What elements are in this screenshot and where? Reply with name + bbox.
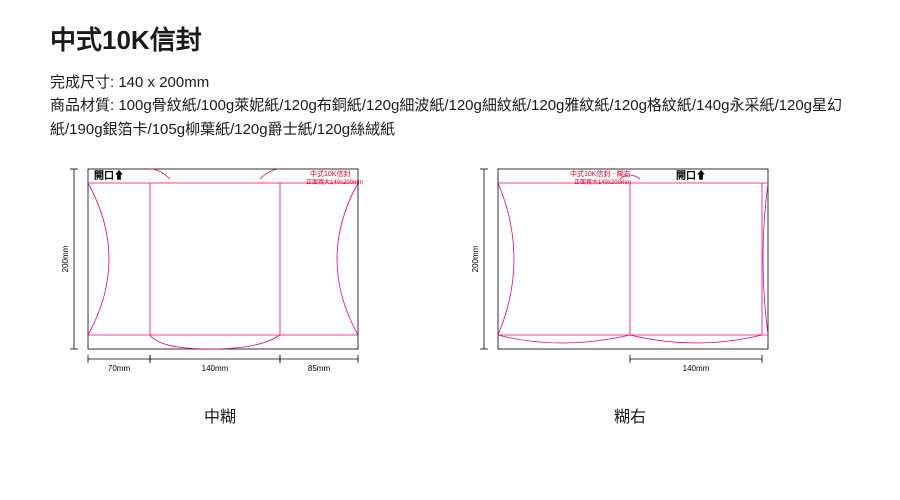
dim-v [480,169,488,349]
open-label: 開口⬆ [94,169,124,182]
dim-label: 200mm [471,245,480,272]
dim-h [150,355,280,363]
diagram-caption: 中糊 [204,403,236,427]
diagram-caption: 糊右 [614,403,646,427]
dim-label: 85mm [308,364,331,373]
dieline-center-glue: 200mm 70mm 140mm 85mm 開口⬆ 中式10K信封正面寬大140x2… [60,159,380,389]
dieline-right-glue: 200mm 140mm 中式10K信封 - 糊右正面寬大140x200mm 開口⬆ [470,159,790,389]
page-title: 中式10K信封 [50,20,850,57]
spec-size: 完成尺寸: 140 x 200mm [50,71,850,94]
dim-h [88,355,150,363]
header-text: 正面寬大140x200mm [306,178,363,186]
dim-h [630,355,762,363]
header-text: 中式10K信封 [310,169,350,178]
spec-material-label: 商品材質: [50,97,118,114]
header-text: 中式10K信封 - 糊右 [570,169,631,178]
spec-material: 商品材質: 100g骨紋紙/100g萊妮紙/120g布銅紙/120g細波紙/12… [50,94,850,141]
open-label: 開口⬆ [676,169,706,182]
diagram-block-right-glue: 200mm 140mm 中式10K信封 - 糊右正面寬大140x200mm 開口⬆ 糊… [470,159,790,427]
dim-label: 200mm [61,245,70,272]
outer-rect [498,169,768,349]
outer-rect [88,169,358,349]
spec-size-value: 140 x 200mm [118,74,209,91]
dim-label: 70mm [108,364,131,373]
dim-label: 140mm [202,364,229,373]
spec-material-value: 100g骨紋紙/100g萊妮紙/120g布銅紙/120g細波紙/120g細紋紙/… [50,97,842,137]
diagram-block-center-glue: 200mm 70mm 140mm 85mm 開口⬆ 中式10K信封正面寬大140x2… [60,159,380,427]
spec-size-label: 完成尺寸: [50,74,118,91]
dim-v [70,169,78,349]
diagram-row: 200mm 70mm 140mm 85mm開口⬆中式10K信封正面寬大140x2… [50,159,850,427]
header-text: 正面寬大140x200mm [574,178,631,186]
dim-label: 140mm [683,364,710,373]
dim-h [280,355,358,363]
